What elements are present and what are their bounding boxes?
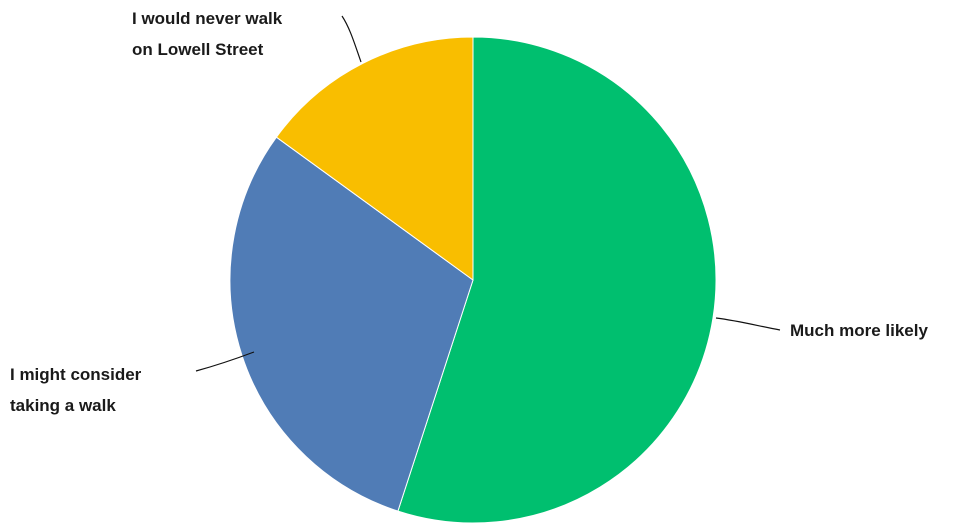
pie-slices bbox=[229, 36, 717, 524]
pie-slice-much-more-likely bbox=[397, 36, 717, 524]
slice-label-might-consider: I might consider taking a walk bbox=[10, 365, 146, 415]
pie-slice-never-walk bbox=[275, 36, 474, 281]
leader-line-much-more-likely bbox=[715, 317, 781, 331]
leader-line-never-walk bbox=[341, 15, 362, 63]
leader-line-might-consider bbox=[195, 351, 255, 372]
pie-slice-might-consider bbox=[229, 136, 474, 512]
slice-label-much-more-likely: Much more likely bbox=[790, 321, 928, 340]
slice-label-never-walk: I would never walk on Lowell Street bbox=[132, 9, 287, 59]
